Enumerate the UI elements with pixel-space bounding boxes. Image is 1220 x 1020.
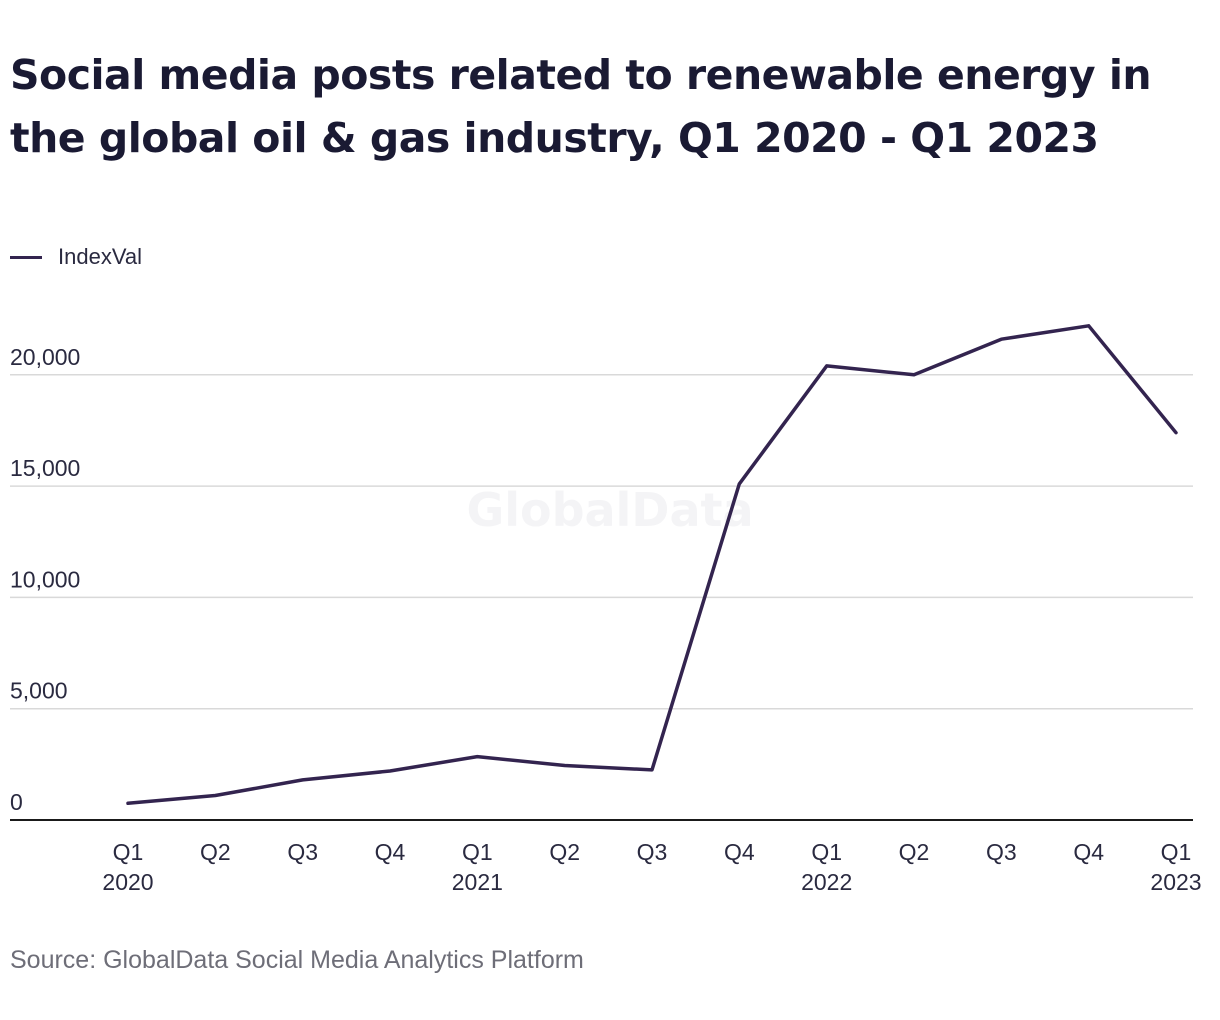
y-tick-label: 0 — [10, 789, 23, 815]
x-tick-label: Q3 — [986, 839, 1017, 865]
x-tick-year-label: 2022 — [801, 869, 852, 895]
x-tick-year-label: 2021 — [452, 869, 503, 895]
legend-label: IndexVal — [58, 244, 142, 269]
legend-swatch-line — [10, 255, 42, 259]
x-tick-label: Q1 — [811, 839, 842, 865]
x-tick-label: Q4 — [1073, 839, 1104, 865]
watermark: GlobalData — [466, 483, 753, 537]
y-tick-label: 20,000 — [10, 344, 80, 370]
x-tick-label: Q1 — [1161, 839, 1192, 865]
line-chart: GlobalData 0 5,000 10,000 15,000 20,000 Q1 2020… — [10, 324, 1202, 895]
x-tick-label: Q2 — [899, 839, 930, 865]
x-tick-label: Q2 — [549, 839, 580, 865]
x-tick-label: Q3 — [287, 839, 318, 865]
x-tick-year-label: 2020 — [102, 869, 153, 895]
y-tick-label: 10,000 — [10, 566, 80, 592]
x-tick-label: Q1 — [462, 839, 493, 865]
x-tick-label: Q4 — [375, 839, 406, 865]
x-tick-label: Q3 — [637, 839, 668, 865]
y-tick-label: 15,000 — [10, 455, 80, 481]
chart-title: Social media posts related to renewable … — [10, 51, 1152, 162]
x-tick-year-label: 2023 — [1150, 869, 1201, 895]
x-tick-label: Q2 — [200, 839, 231, 865]
source-note: Source: GlobalData Social Media Analytic… — [10, 946, 584, 974]
x-tick-label: Q4 — [724, 839, 755, 865]
y-tick-label: 5,000 — [10, 678, 68, 704]
series-line-indexval — [126, 324, 1178, 806]
x-tick-label: Q1 — [113, 839, 144, 865]
legend: IndexVal — [10, 242, 142, 272]
